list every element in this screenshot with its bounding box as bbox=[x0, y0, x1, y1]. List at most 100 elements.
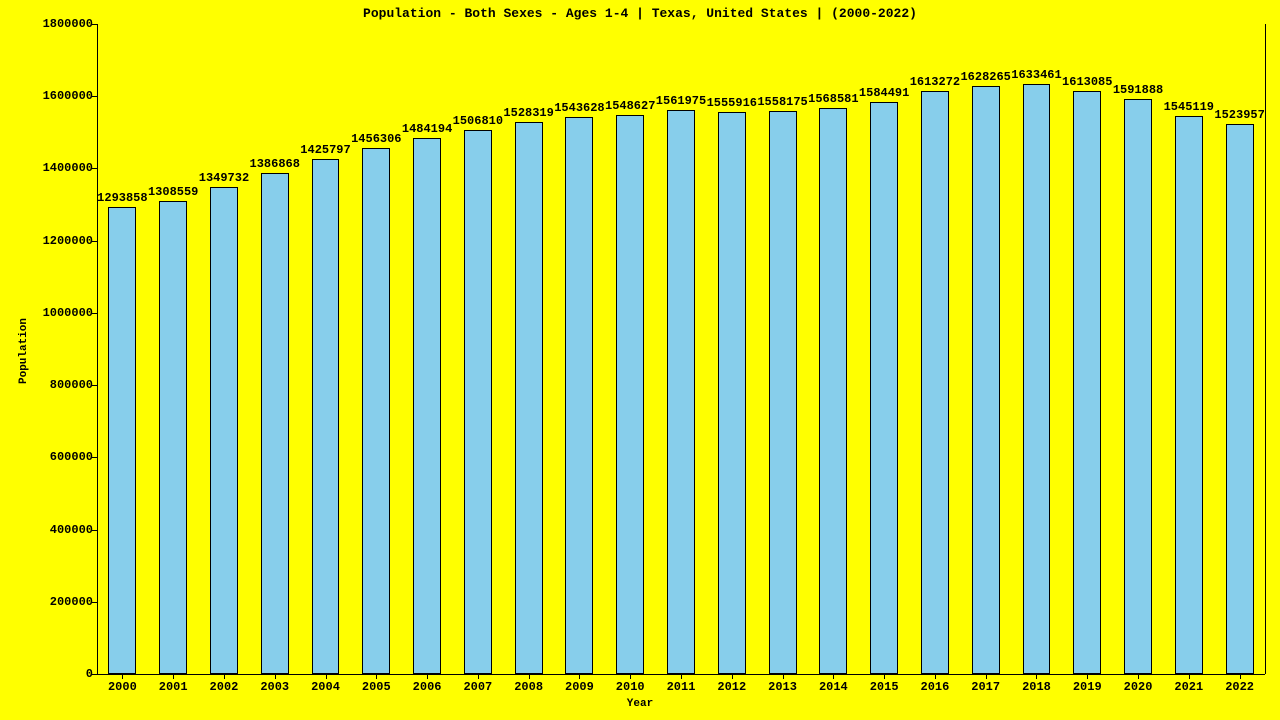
x-tick-mark bbox=[529, 674, 530, 679]
bar bbox=[1226, 124, 1254, 674]
bar-value-label: 1349732 bbox=[199, 171, 249, 185]
bar-value-label: 1584491 bbox=[859, 86, 909, 100]
x-tick-mark bbox=[173, 674, 174, 679]
bar bbox=[159, 201, 187, 674]
x-tick-mark bbox=[732, 674, 733, 679]
bar-value-label: 1543628 bbox=[554, 101, 604, 115]
bar-value-label: 1548627 bbox=[605, 99, 655, 113]
bar bbox=[210, 187, 238, 674]
bar-value-label: 1506810 bbox=[453, 114, 503, 128]
x-tick-mark bbox=[275, 674, 276, 679]
x-tick-label: 2012 bbox=[717, 680, 746, 694]
x-tick-label: 2006 bbox=[413, 680, 442, 694]
y-tick-label: 1000000 bbox=[43, 306, 93, 320]
bar-value-label: 1633461 bbox=[1011, 68, 1061, 82]
bar-value-label: 1484194 bbox=[402, 122, 452, 136]
bar-value-label: 1523957 bbox=[1214, 108, 1264, 122]
x-tick-label: 2014 bbox=[819, 680, 848, 694]
bar-value-label: 1456306 bbox=[351, 132, 401, 146]
chart-title: Population - Both Sexes - Ages 1-4 | Tex… bbox=[0, 6, 1280, 21]
x-tick-label: 2010 bbox=[616, 680, 645, 694]
bar bbox=[921, 91, 949, 674]
y-tick-label: 800000 bbox=[50, 378, 93, 392]
x-tick-label: 2021 bbox=[1174, 680, 1203, 694]
bar bbox=[515, 122, 543, 674]
x-tick-mark bbox=[986, 674, 987, 679]
y-tick-mark bbox=[92, 385, 97, 386]
y-tick-mark bbox=[92, 241, 97, 242]
bar-value-label: 1613272 bbox=[910, 75, 960, 89]
x-tick-label: 2008 bbox=[514, 680, 543, 694]
x-tick-label: 2013 bbox=[768, 680, 797, 694]
x-tick-label: 2003 bbox=[260, 680, 289, 694]
y-tick-label: 1200000 bbox=[43, 234, 93, 248]
bar-value-label: 1425797 bbox=[300, 143, 350, 157]
x-tick-mark bbox=[833, 674, 834, 679]
x-tick-mark bbox=[326, 674, 327, 679]
x-tick-mark bbox=[1138, 674, 1139, 679]
bar-value-label: 1568581 bbox=[808, 92, 858, 106]
bar bbox=[718, 112, 746, 674]
population-bar-chart: Population - Both Sexes - Ages 1-4 | Tex… bbox=[0, 0, 1280, 720]
y-tick-label: 400000 bbox=[50, 523, 93, 537]
x-tick-mark bbox=[884, 674, 885, 679]
x-tick-mark bbox=[1189, 674, 1190, 679]
y-tick-mark bbox=[92, 674, 97, 675]
y-tick-mark bbox=[92, 24, 97, 25]
bar-value-label: 1545119 bbox=[1164, 100, 1214, 114]
y-tick-mark bbox=[92, 602, 97, 603]
x-tick-label: 2019 bbox=[1073, 680, 1102, 694]
x-tick-label: 2015 bbox=[870, 680, 899, 694]
x-tick-label: 2001 bbox=[159, 680, 188, 694]
bar bbox=[413, 138, 441, 674]
x-tick-mark bbox=[427, 674, 428, 679]
bar bbox=[1175, 116, 1203, 674]
x-tick-label: 2002 bbox=[210, 680, 239, 694]
bar bbox=[667, 110, 695, 674]
bar bbox=[1124, 99, 1152, 674]
x-tick-label: 2004 bbox=[311, 680, 340, 694]
x-tick-mark bbox=[122, 674, 123, 679]
bar bbox=[312, 159, 340, 674]
x-tick-label: 2009 bbox=[565, 680, 594, 694]
y-tick-mark bbox=[92, 530, 97, 531]
y-tick-label: 1600000 bbox=[43, 89, 93, 103]
y-tick-label: 600000 bbox=[50, 450, 93, 464]
bar bbox=[464, 130, 492, 674]
bar-value-label: 1308559 bbox=[148, 185, 198, 199]
x-axis-title: Year bbox=[627, 698, 653, 710]
y-tick-label: 1400000 bbox=[43, 161, 93, 175]
y-axis-left bbox=[97, 24, 98, 674]
x-tick-label: 2016 bbox=[921, 680, 950, 694]
x-tick-mark bbox=[1036, 674, 1037, 679]
bar-value-label: 1628265 bbox=[960, 70, 1010, 84]
y-tick-mark bbox=[92, 457, 97, 458]
y-tick-mark bbox=[92, 168, 97, 169]
bar bbox=[1073, 91, 1101, 674]
x-tick-label: 2017 bbox=[971, 680, 1000, 694]
bar-value-label: 1293858 bbox=[97, 191, 147, 205]
bar bbox=[972, 86, 1000, 674]
x-tick-label: 2000 bbox=[108, 680, 137, 694]
x-tick-label: 2022 bbox=[1225, 680, 1254, 694]
x-tick-mark bbox=[478, 674, 479, 679]
x-tick-label: 2005 bbox=[362, 680, 391, 694]
y-axis-title: Population bbox=[18, 318, 30, 384]
bar-value-label: 1555916 bbox=[707, 96, 757, 110]
x-tick-mark bbox=[224, 674, 225, 679]
y-tick-label: 200000 bbox=[50, 595, 93, 609]
bar bbox=[616, 115, 644, 674]
x-tick-label: 2018 bbox=[1022, 680, 1051, 694]
x-tick-mark bbox=[1087, 674, 1088, 679]
bar bbox=[769, 111, 797, 674]
x-tick-label: 2011 bbox=[667, 680, 696, 694]
y-tick-mark bbox=[92, 313, 97, 314]
x-tick-mark bbox=[783, 674, 784, 679]
bar-value-label: 1558175 bbox=[757, 95, 807, 109]
bar-value-label: 1386868 bbox=[250, 157, 300, 171]
y-axis-right bbox=[1265, 24, 1266, 674]
bar bbox=[1023, 84, 1051, 674]
x-tick-label: 2020 bbox=[1124, 680, 1153, 694]
x-tick-mark bbox=[1240, 674, 1241, 679]
y-tick-mark bbox=[92, 96, 97, 97]
